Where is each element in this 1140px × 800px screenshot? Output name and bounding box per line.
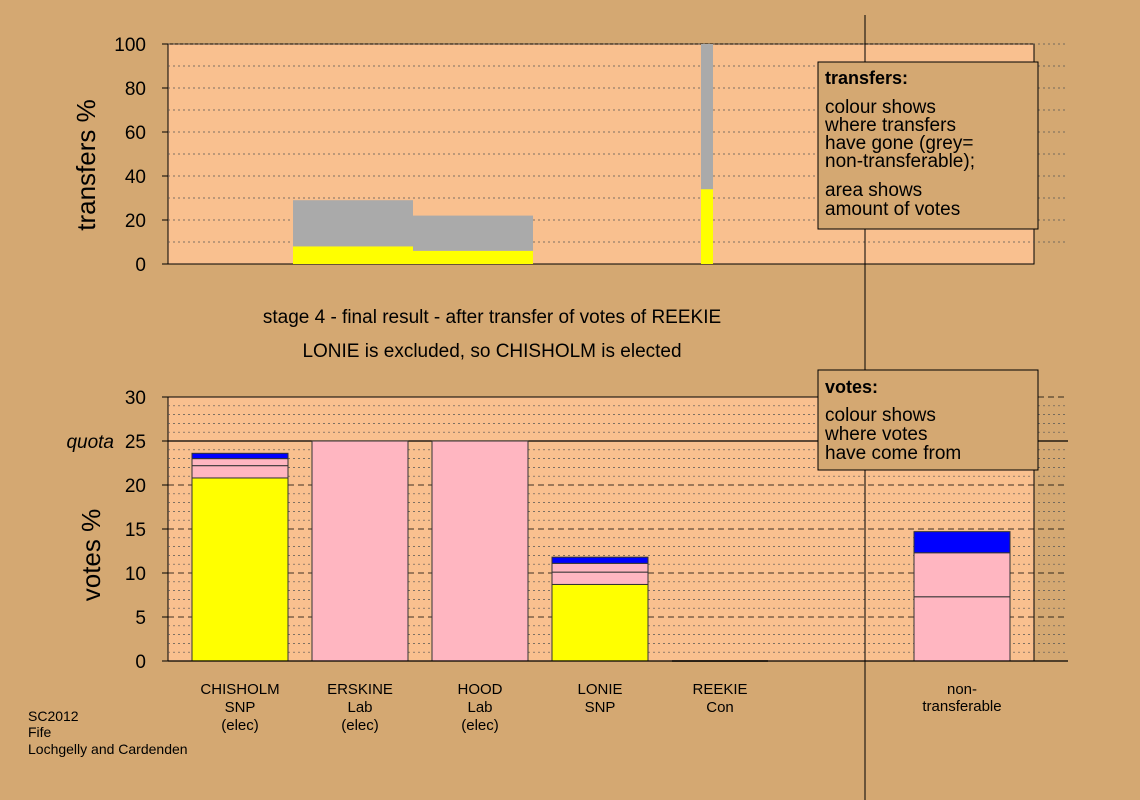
footer-election: SC2012 <box>28 708 79 724</box>
vote-segment-lab <box>551 562 649 573</box>
votes-legend-box <box>817 369 1039 471</box>
candidate-name: CHISHOLM <box>200 681 279 698</box>
vote-segment-snp <box>551 583 649 662</box>
votes-tick-label: 20 <box>125 476 146 497</box>
transfers-tick-label: 20 <box>125 211 146 232</box>
candidate-party: Lab <box>347 699 372 716</box>
votes-legend-title: votes: <box>825 377 878 397</box>
vote-segment-lab <box>431 440 529 662</box>
votes-tick-label: 5 <box>135 608 146 629</box>
votes-legend-line: where votes <box>824 424 927 445</box>
transfers-tick-label: 40 <box>125 167 146 188</box>
transfers-tick-label: 100 <box>114 35 146 56</box>
votes-tick-label: 15 <box>125 520 146 541</box>
vote-segment-lab <box>191 458 289 467</box>
votes-tick-label: 30 <box>125 388 146 409</box>
votes-axis-label: votes % <box>76 509 106 602</box>
transfer-segment-snp <box>701 189 713 264</box>
votes-legend-line: colour shows <box>825 405 936 426</box>
votes-tick-label: 25 <box>125 432 146 453</box>
candidate-party: transferable <box>922 698 1001 715</box>
transfers-legend-line: area shows <box>825 180 922 201</box>
candidate-status: (elec) <box>341 717 379 734</box>
votes-legend: votes: colour shows where votes have com… <box>817 369 1039 471</box>
votes-legend-line: have come from <box>825 443 961 464</box>
candidate-name: ERSKINE <box>327 681 393 698</box>
transfers-legend-line: colour shows <box>825 97 936 118</box>
transfers-legend-line: amount of votes <box>825 199 960 220</box>
candidate-status: (elec) <box>221 717 259 734</box>
candidate-name: REEKIE <box>692 681 747 698</box>
transfers-tick-label: 80 <box>125 79 146 100</box>
transfer-segment-snp <box>413 250 533 264</box>
candidate-name: LONIE <box>577 681 622 698</box>
exclusion-caption: LONIE is excluded, so CHISHOLM is electe… <box>302 341 681 362</box>
candidate-name: non- <box>947 681 977 698</box>
vote-segment-lab <box>913 552 1011 598</box>
vote-segment-lab <box>311 440 409 662</box>
transfer-segment-non_transferable <box>701 44 713 190</box>
transfers-legend-line: where transfers <box>824 115 956 136</box>
footer-ward: Lochgelly and Cardenden <box>28 741 188 757</box>
candidate-party: Lab <box>467 699 492 716</box>
vote-segment-lab <box>191 465 289 479</box>
transfer-segment-snp <box>293 246 413 264</box>
transfers-legend-line: non-transferable); <box>825 151 975 172</box>
candidate-party: Con <box>706 699 734 716</box>
votes-chart: 051015202530quotaCHISHOLMSNP(elec)ERSKIN… <box>66 388 1068 734</box>
transfers-legend-line: have gone (grey= <box>825 133 973 154</box>
transfer-segment-non_transferable <box>413 215 533 251</box>
candidate-status: (elec) <box>461 717 499 734</box>
vote-segment-snp <box>191 477 289 662</box>
transfers-tick-label: 60 <box>125 123 146 144</box>
candidate-name: HOOD <box>458 681 503 698</box>
transfers-legend: transfers: colour shows where transfers … <box>817 61 1039 230</box>
transfers-legend-box <box>817 61 1039 230</box>
quota-label: quota <box>66 432 114 453</box>
footer-council: Fife <box>28 724 52 740</box>
vote-segment-con <box>191 452 289 460</box>
votes-tick-label: 0 <box>135 652 146 673</box>
transfers-tick-label: 0 <box>135 255 146 276</box>
votes-tick-label: 10 <box>125 564 146 585</box>
candidate-party: SNP <box>225 699 256 716</box>
vote-segment-lab <box>551 571 649 585</box>
transfer-segment-non_transferable <box>293 200 413 247</box>
transfers-legend-title: transfers: <box>825 68 908 88</box>
vote-segment-con <box>913 531 1011 554</box>
stage-caption: stage 4 - final result - after transfer … <box>263 307 721 328</box>
vote-segment-con <box>551 556 649 564</box>
transfers-axis-label: transfers % <box>71 99 101 231</box>
vote-segment-lab <box>913 596 1011 662</box>
candidate-party: SNP <box>585 699 616 716</box>
